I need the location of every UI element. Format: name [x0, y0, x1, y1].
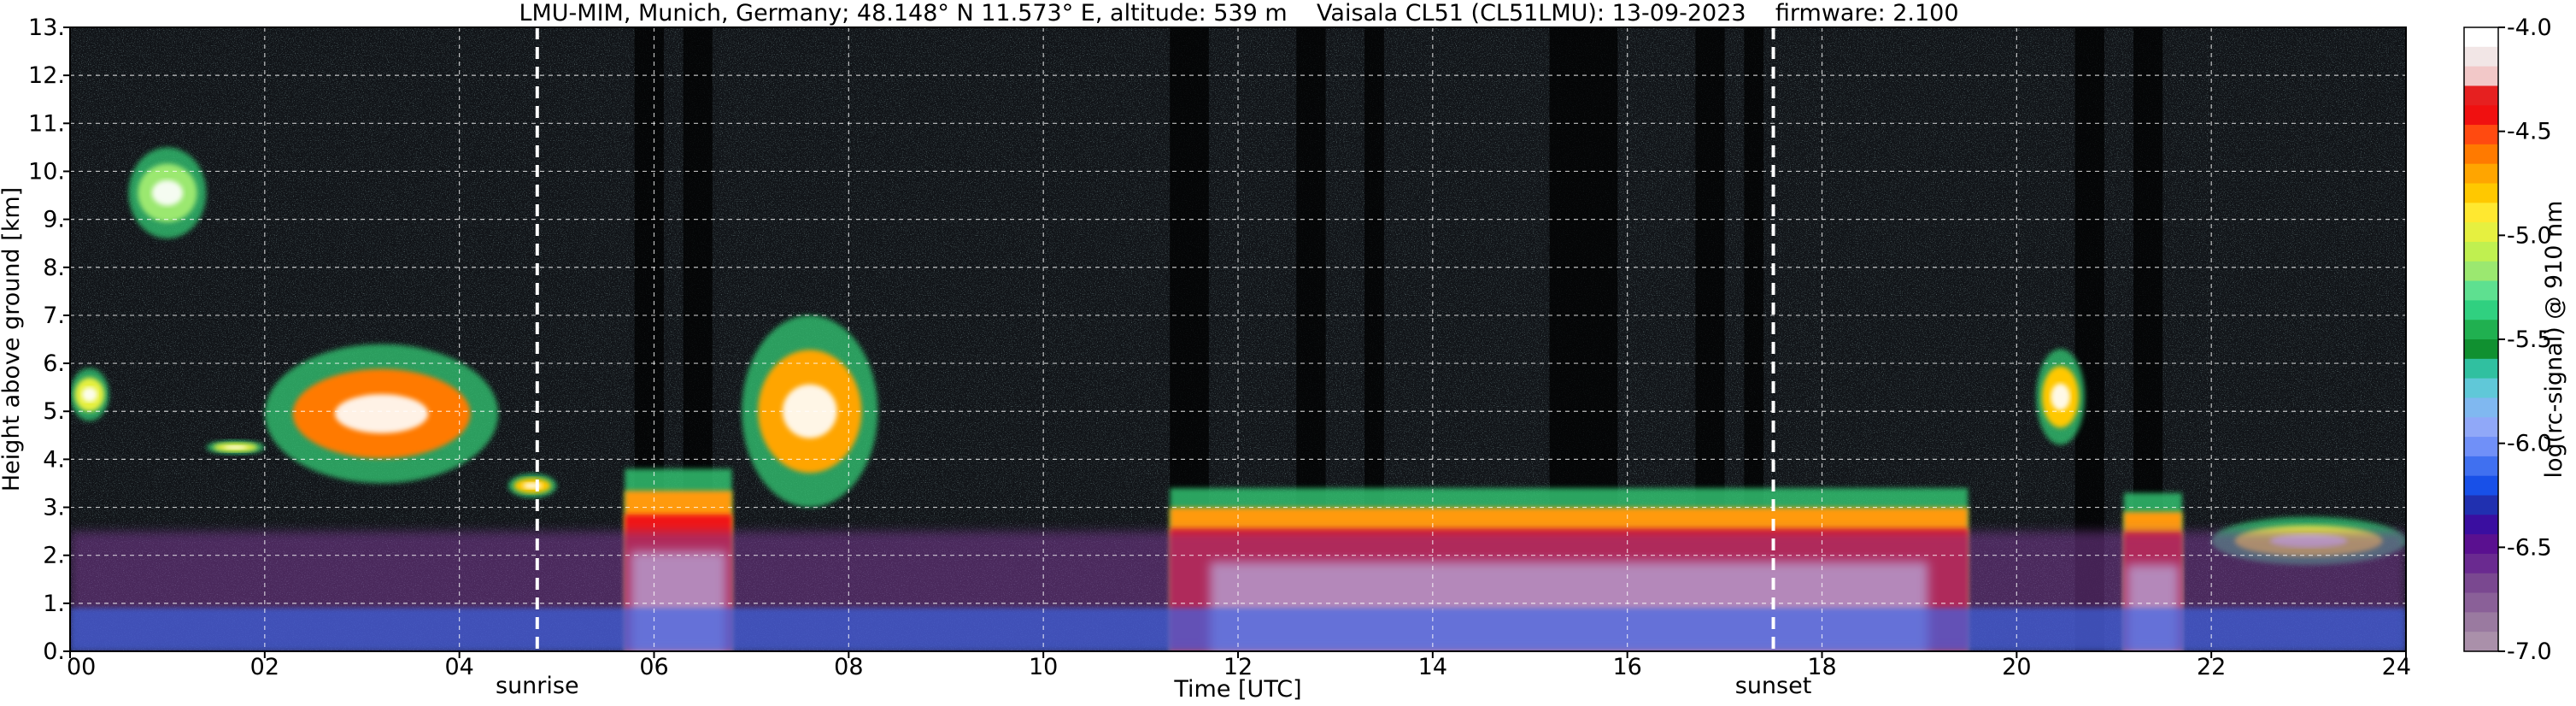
colorbar-segment [2464, 358, 2498, 379]
y-tick-label: 9. [43, 207, 65, 233]
colorbar-segment [2464, 144, 2498, 165]
x-tick-label: 12 [1223, 654, 1253, 680]
colorbar-tick-label: -6.5 [2507, 534, 2552, 561]
y-tick-label: 1. [43, 591, 65, 617]
y-tick-label: 5. [43, 398, 65, 425]
colorbar-segment [2464, 280, 2498, 301]
colorbar-segment [2464, 378, 2498, 399]
x-tick-label: 04 [444, 654, 473, 680]
colorbar-tick-label: -4.5 [2507, 119, 2552, 145]
y-tick-label: 3. [43, 495, 65, 521]
y-tick-label: 4. [43, 446, 65, 473]
colorbar-segment [2464, 475, 2498, 497]
x-tick-label: 22 [2197, 654, 2226, 680]
colorbar-segment [2464, 339, 2498, 360]
colorbar-segment [2464, 241, 2498, 262]
sun-markers [535, 27, 1775, 651]
cloud-layer-4 [508, 474, 557, 498]
annotations: sunrise sunset [496, 673, 1811, 699]
colorbar-segment [2464, 456, 2498, 477]
cloud-layer-8 [2036, 349, 2086, 445]
colorbar-segment [2464, 553, 2498, 574]
x-tick-label: 08 [834, 654, 863, 680]
cloud-layer-1 [128, 147, 207, 239]
colorbar-segment [2464, 397, 2498, 418]
colorbar-tick-label: -4.0 [2507, 15, 2552, 41]
colorbar-segment [2464, 203, 2498, 223]
y-tick-label: 0. [43, 638, 65, 665]
y-tick-label: 6. [43, 350, 65, 377]
colorbar-segment [2464, 495, 2498, 515]
y-axis: 0. 1. 2. 3. 4. 5. 6. 7. 8. 9. 10. 11. 12. 13. [28, 15, 70, 665]
x-axis: 00 02 04 06 08 10 12 14 16 18 20 22 24 [67, 651, 2411, 680]
colorbar-tick-label: -7.0 [2507, 638, 2552, 665]
cloud-layer-6 [742, 315, 878, 508]
cloud-layer-0 [70, 368, 109, 421]
colorbar-segment [2464, 437, 2498, 457]
cloud-layer-3 [264, 344, 499, 484]
colorbar-segment [2464, 300, 2498, 321]
x-tick-label: 10 [1029, 654, 1058, 680]
colorbar-segment [2464, 163, 2498, 185]
chart-title: LMU-MIM, Munich, Germany; 48.148° N 11.5… [519, 0, 1958, 26]
y-tick-label: 13. [28, 15, 65, 41]
x-tick-label: 18 [1807, 654, 1836, 680]
colorbar-segment [2464, 261, 2498, 282]
x-tick-label: 02 [250, 654, 279, 680]
y-tick-label: 10. [28, 158, 65, 185]
colorbar-segment [2464, 27, 2498, 48]
y-tick-label: 7. [43, 303, 65, 329]
colorbar-segment [2464, 222, 2498, 243]
colorbar-segment [2464, 632, 2498, 652]
y-tick-label: 11. [28, 110, 65, 137]
colorbar-label: log(rc-signal) @ 910 nm [2541, 201, 2567, 479]
x-axis-label: Time [UTC] [1173, 676, 1301, 703]
x-tick-label: 24 [2382, 654, 2411, 680]
colorbar-segment [2464, 534, 2498, 555]
colorbar-tick-label: -5.0 [2507, 222, 2552, 249]
colorbar-segment [2464, 515, 2498, 535]
plot-area [70, 27, 2406, 651]
x-tick-label: 06 [639, 654, 668, 680]
y-tick-label: 8. [43, 255, 65, 281]
colorbar-segment [2464, 592, 2498, 613]
colorbar-segment [2464, 66, 2498, 87]
x-tick-label: 16 [1612, 654, 1641, 680]
colorbar-segment [2464, 320, 2498, 340]
y-tick-label: 2. [43, 543, 65, 569]
cloud-layer-2 [206, 439, 265, 455]
colorbar-segment [2464, 573, 2498, 594]
colorbar-tick-label: -5.5 [2507, 327, 2552, 353]
x-tick-label: 20 [2002, 654, 2031, 680]
colorbar-segment [2464, 612, 2498, 632]
colorbar-tick-label: -6.0 [2507, 431, 2552, 457]
x-tick-label: 14 [1418, 654, 1447, 680]
y-tick-label: 12. [28, 62, 65, 89]
sunset-label: sunset [1735, 673, 1812, 699]
colorbar-segment [2464, 183, 2498, 203]
colorbar-segment [2464, 105, 2498, 126]
colorbar-segment [2464, 417, 2498, 438]
sunrise-label: sunrise [496, 673, 579, 699]
colorbar-segment [2464, 46, 2498, 68]
colorbar-segment [2464, 85, 2498, 106]
x-tick-label: 00 [67, 654, 96, 680]
grid-lines [70, 27, 2406, 651]
colorbar: -4.0 -4.5 -5.0 -5.5 -6.0 -6.5 -7.0 [2463, 15, 2552, 665]
colorbar-segment [2464, 125, 2498, 145]
y-axis-label: Height above ground [km] [0, 187, 25, 491]
